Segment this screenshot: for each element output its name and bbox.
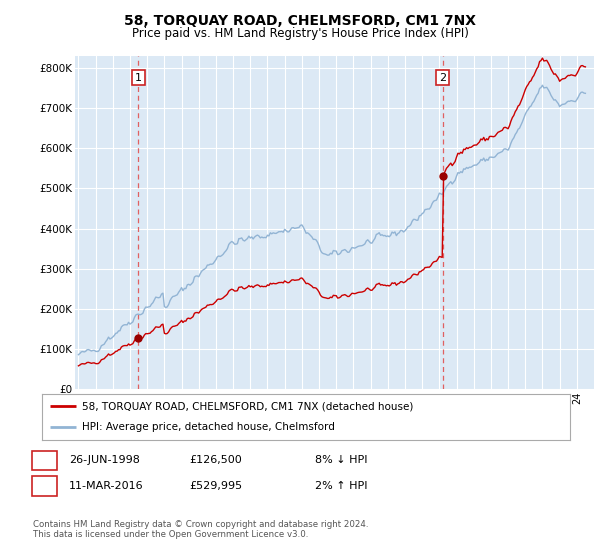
- Text: HPI: Average price, detached house, Chelmsford: HPI: Average price, detached house, Chel…: [82, 422, 334, 432]
- Text: 2: 2: [439, 73, 446, 83]
- Text: 58, TORQUAY ROAD, CHELMSFORD, CM1 7NX (detached house): 58, TORQUAY ROAD, CHELMSFORD, CM1 7NX (d…: [82, 401, 413, 411]
- Text: Contains HM Land Registry data © Crown copyright and database right 2024.
This d: Contains HM Land Registry data © Crown c…: [33, 520, 368, 539]
- Text: 8% ↓ HPI: 8% ↓ HPI: [315, 455, 367, 465]
- Text: £126,500: £126,500: [189, 455, 242, 465]
- Text: 2: 2: [41, 480, 48, 491]
- Text: 26-JUN-1998: 26-JUN-1998: [69, 455, 140, 465]
- Text: 2% ↑ HPI: 2% ↑ HPI: [315, 480, 367, 491]
- Text: 58, TORQUAY ROAD, CHELMSFORD, CM1 7NX: 58, TORQUAY ROAD, CHELMSFORD, CM1 7NX: [124, 14, 476, 28]
- Text: 1: 1: [135, 73, 142, 83]
- Text: 11-MAR-2016: 11-MAR-2016: [69, 480, 143, 491]
- Text: Price paid vs. HM Land Registry's House Price Index (HPI): Price paid vs. HM Land Registry's House …: [131, 27, 469, 40]
- Text: 1: 1: [41, 455, 48, 465]
- Text: £529,995: £529,995: [189, 480, 242, 491]
